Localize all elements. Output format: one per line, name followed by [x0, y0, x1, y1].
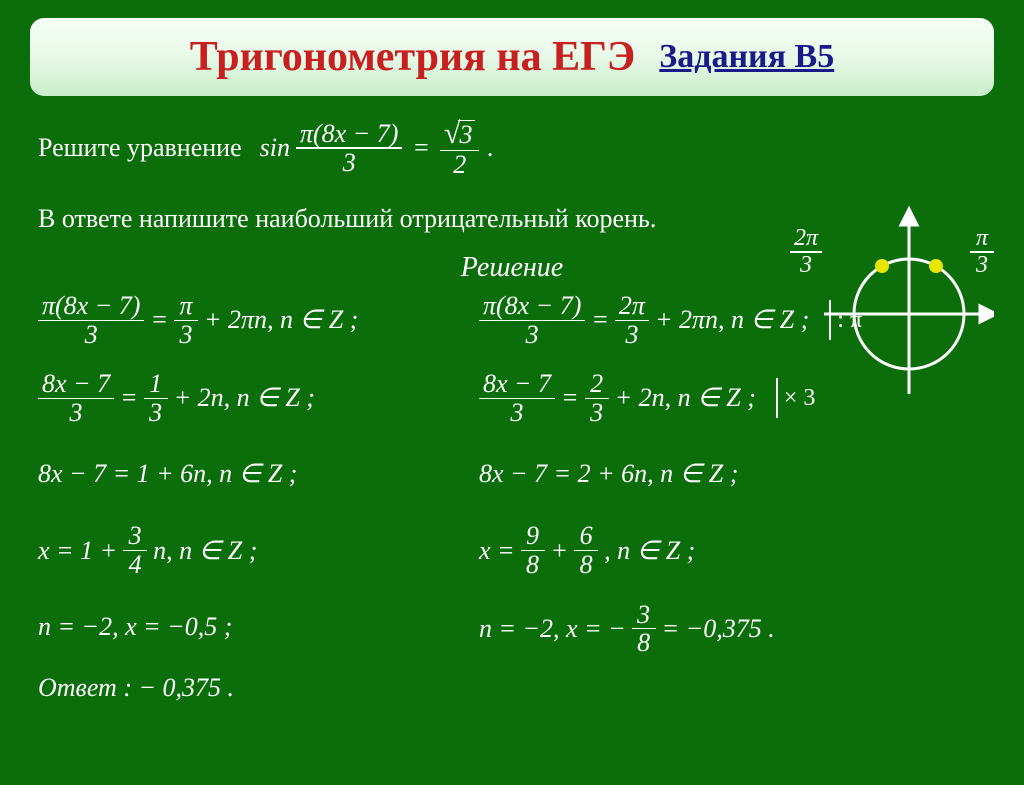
left-r2: 8x − 73 = 13 + 2n, n ∈ Z ;	[38, 370, 479, 426]
left-r4: x = 1 + 34 n, n ∈ Z ;	[38, 522, 479, 578]
left-r5: n = −2, x = −0,5 ;	[38, 601, 479, 653]
left-r3: 8x − 7 = 1 + 6n, n ∈ Z ;	[38, 448, 479, 500]
angle-label-2pi3: 2π 3	[790, 226, 822, 278]
equation: sin π(8x − 7) 3 = √3 2 .	[260, 118, 494, 178]
right-r3: 8x − 7 = 2 + 6n, n ∈ Z ;	[479, 448, 986, 500]
unit-circle-diagram: 2π 3 π 3	[784, 204, 994, 394]
problem-line-1: Решите уравнение sin π(8x − 7) 3 = √3 2 …	[38, 118, 986, 178]
right-r5: n = −2, x = − 38 = −0,375 .	[479, 601, 986, 657]
slide-content: 2π 3 π 3 Решите уравнение sin π(8x − 7) …	[0, 96, 1024, 703]
left-r1: π(8x − 7)3 = π3 + 2πn, n ∈ Z ;	[38, 292, 479, 348]
right-r4: x = 98 + 68 , n ∈ Z ;	[479, 522, 986, 578]
left-column: π(8x − 7)3 = π3 + 2πn, n ∈ Z ; 8x − 73 =…	[38, 292, 479, 656]
slide-header: Тригонометрия на ЕГЭ Задания В5	[30, 18, 994, 96]
answer-line: Ответ : − 0,375 .	[38, 673, 986, 703]
title-main: Тригонометрия на ЕГЭ	[190, 33, 636, 81]
prompt-prefix: Решите уравнение	[38, 133, 242, 163]
title-sub: Задания В5	[659, 38, 834, 76]
angle-label-pi3: π 3	[970, 226, 994, 278]
